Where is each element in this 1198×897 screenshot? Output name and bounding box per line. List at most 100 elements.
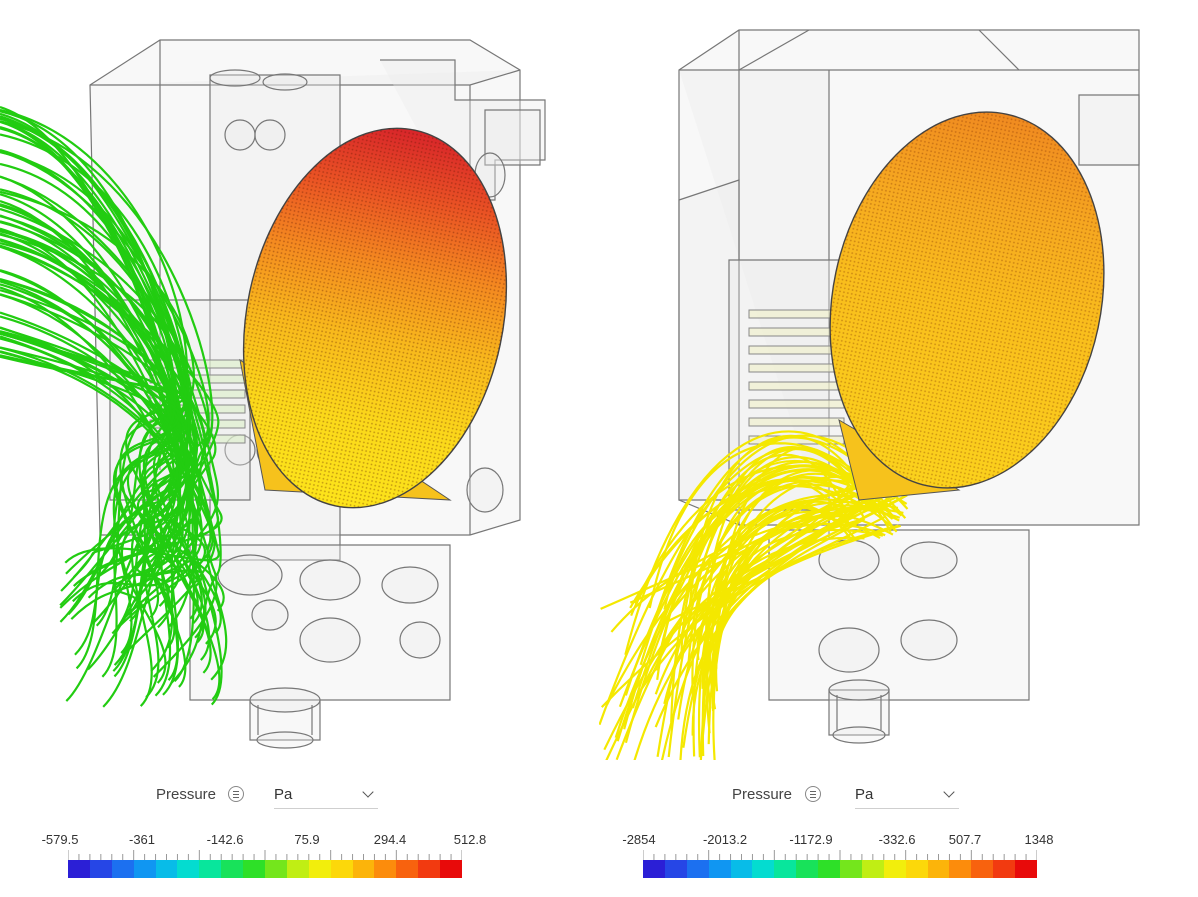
streamline: [0, 346, 228, 681]
unit-value: Pa: [274, 786, 293, 803]
color-swatch: [89, 860, 112, 878]
color-swatch: [199, 860, 222, 878]
tick-labels: -2854 -2013.2 -1172.9 -332.6 507.7 1348: [609, 832, 1079, 852]
color-swatch: [927, 860, 950, 878]
streamline: [696, 481, 909, 661]
color-scale-bar: [68, 860, 463, 878]
color-swatch: [971, 860, 994, 878]
streamline: [0, 286, 204, 588]
streamline: [0, 120, 179, 698]
tick-label: -2013.2: [702, 832, 748, 847]
color-swatch: [664, 860, 687, 878]
streamline: [680, 464, 856, 657]
streamline: [0, 293, 217, 591]
color-swatch: [308, 860, 331, 878]
streamline: [0, 108, 189, 654]
streamline: [599, 447, 884, 726]
streamline: [0, 133, 223, 706]
color-swatch: [686, 860, 709, 878]
field-menu-icon[interactable]: [805, 786, 821, 802]
streamline: [0, 293, 203, 599]
color-swatch: [111, 860, 134, 878]
streamline: [0, 221, 221, 701]
color-swatch: [330, 860, 353, 878]
tick-label: 512.8: [453, 832, 487, 847]
color-swatch: [949, 860, 972, 878]
chevron-down-icon: [943, 786, 955, 798]
streamlines: [599, 430, 909, 760]
left-viewport[interactable]: Pressure Pa -579.5 -361 -142.6 75.9 294.…: [0, 0, 599, 897]
unit-dropdown[interactable]: Pa: [855, 778, 959, 809]
streamline: [631, 460, 879, 709]
right-viewport[interactable]: Pressure Pa -2854 -2013.2 -1172.9 -332.6…: [599, 0, 1198, 897]
color-swatch: [796, 860, 819, 878]
color-swatch: [905, 860, 928, 878]
tick-label: 75.9: [294, 832, 320, 847]
tick-label: 507.7: [948, 832, 982, 847]
tick-label: 1348: [1024, 832, 1054, 847]
color-swatch: [374, 860, 397, 878]
color-swatch: [133, 860, 156, 878]
color-swatch: [993, 860, 1016, 878]
color-swatch: [155, 860, 178, 878]
color-swatch: [730, 860, 753, 878]
field-label: Pressure: [156, 786, 217, 803]
color-swatch: [861, 860, 884, 878]
color-swatch: [286, 860, 309, 878]
color-swatch: [265, 860, 287, 878]
field-menu-icon[interactable]: [228, 786, 244, 802]
color-swatch: [396, 860, 419, 878]
streamline: [0, 350, 216, 659]
streamline: [712, 481, 886, 760]
streamline: [0, 269, 197, 603]
color-swatch: [243, 860, 266, 878]
tick-label: -2854: [622, 832, 656, 847]
streamline: [605, 500, 854, 760]
field-selector-row: Pressure Pa: [609, 770, 1079, 810]
tick-label: 294.4: [373, 832, 407, 847]
color-swatch: [177, 860, 200, 878]
color-swatch: [840, 860, 862, 878]
chevron-down-icon: [362, 786, 374, 798]
left-3d-scene[interactable]: [0, 0, 599, 760]
tick-label: -1172.9: [789, 832, 833, 847]
fan-pressure-surface: [239, 127, 508, 509]
color-swatch: [643, 860, 665, 878]
right-3d-scene[interactable]: [599, 0, 1198, 760]
color-swatch: [68, 860, 90, 878]
heatsink-fins: [748, 309, 845, 445]
streamline: [706, 502, 862, 677]
streamline: [0, 244, 220, 625]
color-swatch: [418, 860, 441, 878]
streamline: [697, 510, 894, 758]
fan-pressure-surface: [829, 111, 1105, 501]
color-swatch: [708, 860, 731, 878]
streamline: [692, 498, 900, 757]
tick-label: -332.6: [878, 832, 916, 847]
color-swatch: [221, 860, 244, 878]
scale-ticks: [68, 850, 462, 860]
color-swatch: [1015, 860, 1038, 878]
streamline: [707, 516, 881, 745]
color-swatch: [818, 860, 841, 878]
unit-dropdown[interactable]: Pa: [274, 778, 378, 809]
streamline: [630, 479, 876, 617]
streamline: [0, 331, 175, 566]
streamline: [0, 120, 222, 684]
streamline: [0, 332, 180, 649]
streamline: [600, 506, 852, 610]
tick-label: -142.6: [206, 832, 244, 847]
color-swatch: [352, 860, 375, 878]
field-label: Pressure: [732, 786, 793, 803]
color-swatch: [440, 860, 463, 878]
streamline: [0, 346, 188, 678]
streamline: [624, 478, 856, 744]
streamline: [0, 232, 201, 696]
color-scale-bar: [643, 860, 1038, 878]
unit-value: Pa: [855, 786, 874, 803]
color-swatch: [752, 860, 775, 878]
scale-ticks: [643, 850, 1037, 860]
tick-label: -579.5: [41, 832, 79, 847]
tick-label: -361: [128, 832, 156, 847]
streamline: [0, 193, 188, 697]
